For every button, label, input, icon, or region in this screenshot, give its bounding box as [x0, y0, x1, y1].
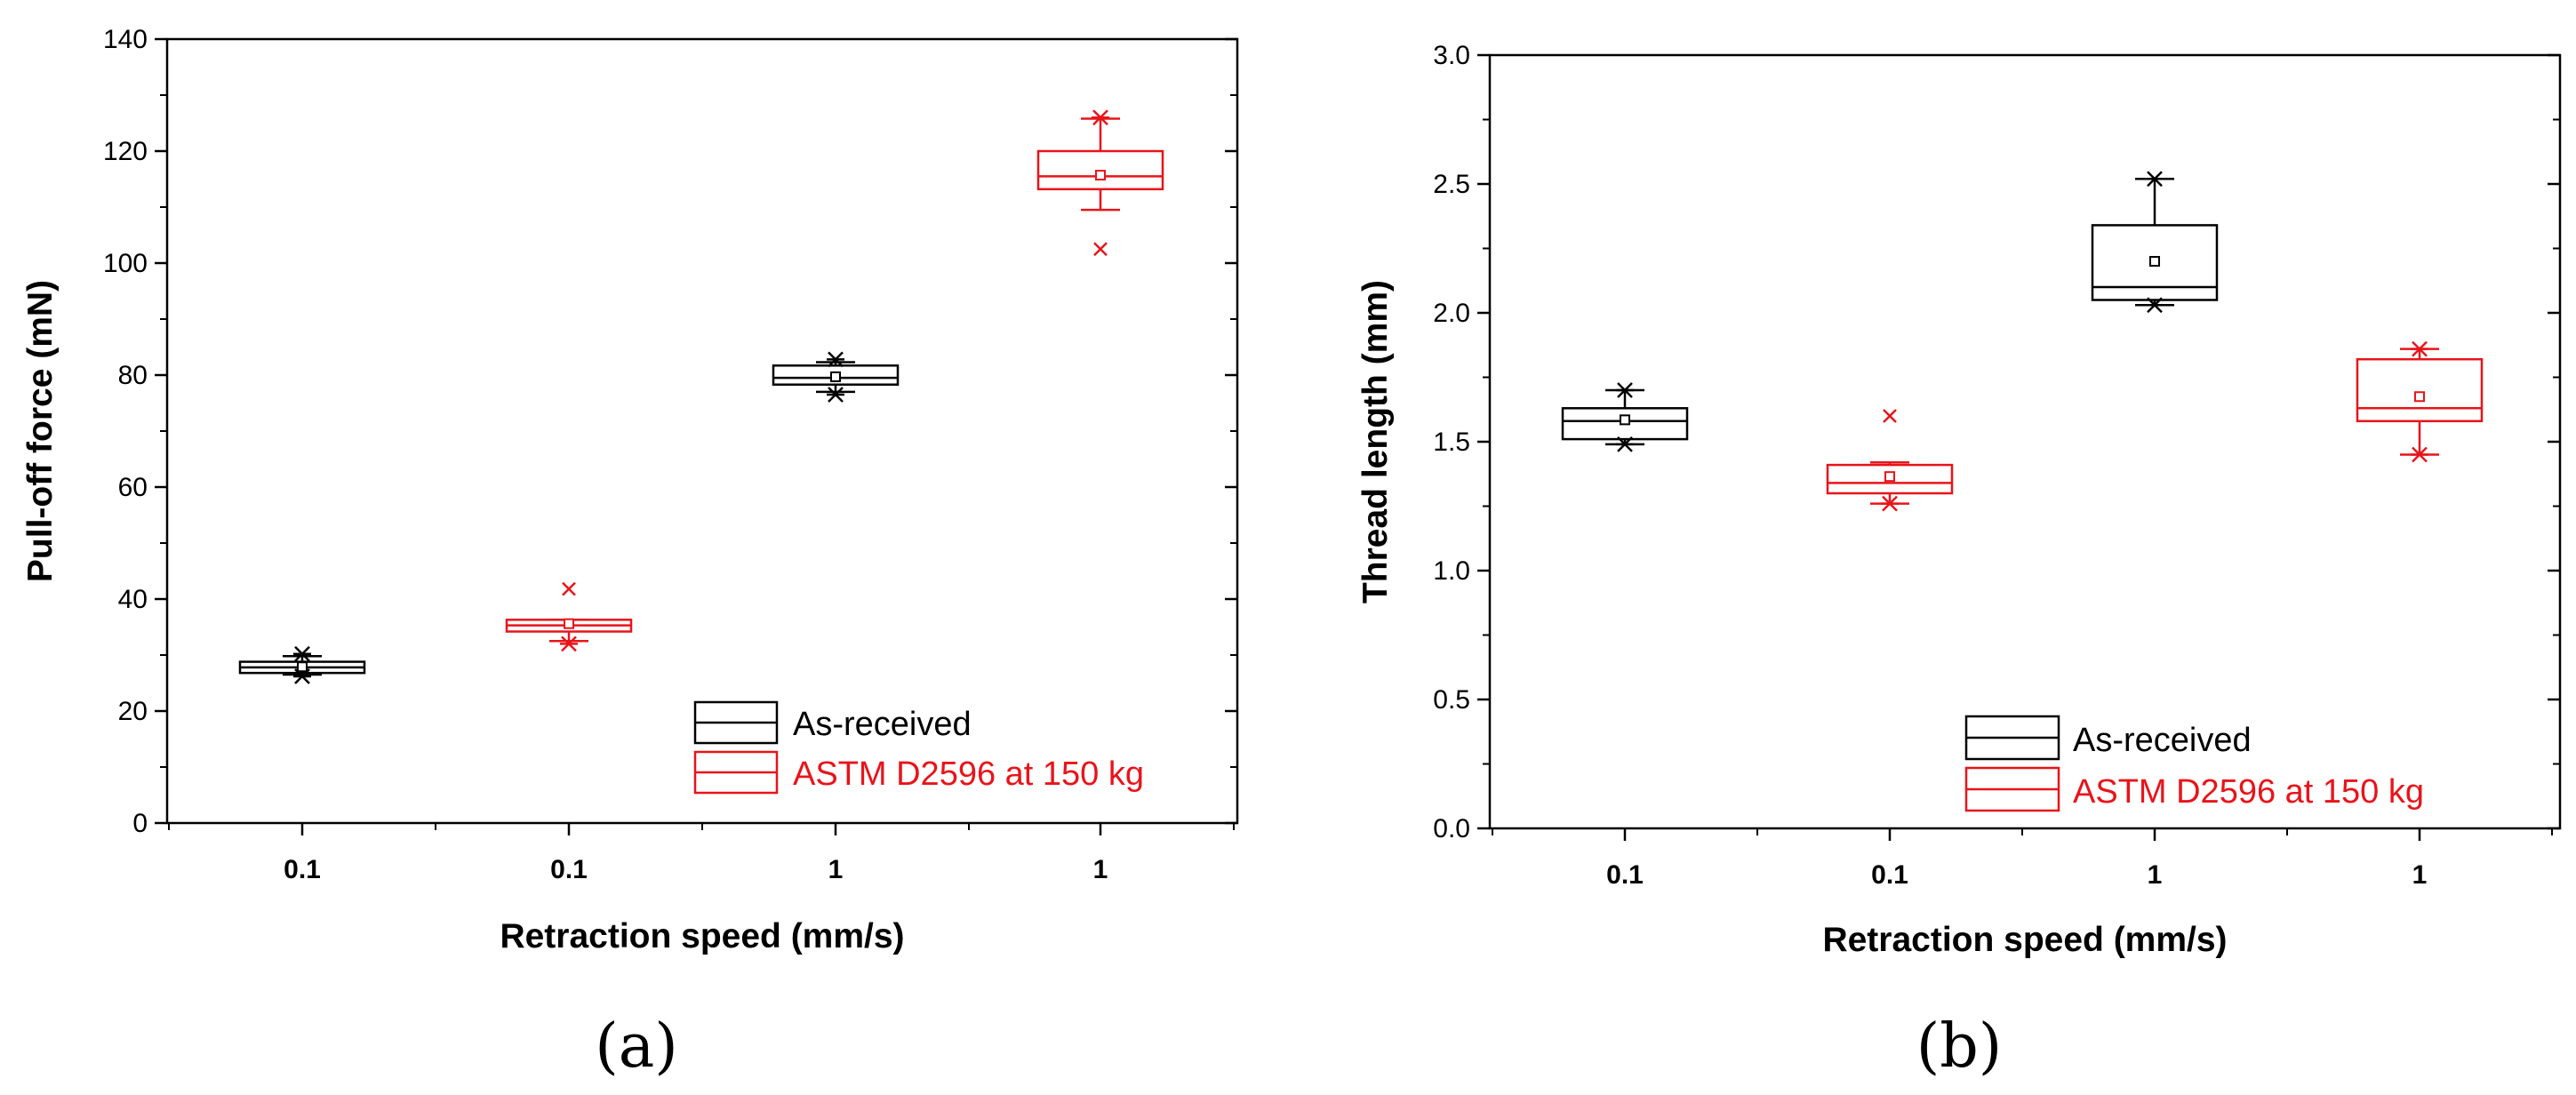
x-tick-label: 1 — [1093, 855, 1108, 884]
star-stroke — [1882, 495, 1898, 512]
chart-panel-b: 0.0 0.5 1.0 1.5 2.0 2.5 3.0 0.1 0.1 1 1 As-received… — [1356, 41, 2562, 1082]
legend-label: As-received — [2073, 722, 2252, 759]
extreme-star-marker — [293, 668, 311, 684]
box-astm — [1036, 109, 1164, 257]
legend: As-received ASTM D2596 at 150 kg — [1964, 715, 2424, 812]
star-stroke — [2147, 171, 2163, 188]
mean-marker — [1620, 414, 1630, 426]
extreme-star-marker — [1616, 382, 1634, 398]
x-tick-label: 0.1 — [550, 855, 588, 884]
box-iqr — [2091, 224, 2219, 301]
y-tick-label: 0.5 — [1433, 685, 1470, 715]
y-tick-label: 2.5 — [1433, 170, 1470, 199]
plot-frame — [165, 37, 1239, 825]
box-as_received — [2091, 171, 2219, 314]
extreme-star-marker — [2411, 340, 2428, 357]
legend-label: As-received — [793, 706, 972, 743]
extreme-star-marker — [1881, 495, 1899, 512]
star-stroke — [561, 635, 577, 652]
x-tick-label: 0.1 — [1871, 860, 1908, 890]
mean-marker — [2414, 391, 2425, 403]
mean-marker — [297, 661, 308, 673]
box-as_received — [1561, 382, 1689, 452]
y-tick-label: 1.0 — [1433, 556, 1470, 586]
y-tick-label: 0 — [132, 809, 148, 838]
star-stroke — [828, 351, 844, 368]
outlier-marker — [1093, 242, 1108, 257]
box-as_received — [238, 645, 366, 684]
extreme-star-marker — [827, 387, 844, 403]
mean-marker — [1095, 170, 1106, 181]
mean-marker — [830, 371, 841, 382]
extreme-star-marker — [293, 645, 311, 662]
extreme-star-marker — [1092, 109, 1109, 126]
box-astm — [505, 581, 633, 652]
box-iqr — [1036, 149, 1164, 191]
box-astm — [2356, 340, 2484, 463]
panel-label: (a) — [595, 1011, 678, 1082]
mean-marker — [564, 618, 574, 629]
plot-frame — [1488, 53, 2562, 830]
x-tick-label: 1 — [828, 855, 844, 884]
y-axis-title: Pull-off force (mN) — [21, 280, 60, 582]
x-axis-title: Retraction speed (mm/s) — [500, 917, 904, 955]
star-stroke — [1092, 109, 1108, 126]
star-stroke — [294, 645, 310, 662]
extreme-star-marker — [1616, 436, 1634, 452]
y-tick-label: 1.5 — [1433, 428, 1470, 457]
outlier-marker — [562, 581, 576, 596]
star-stroke — [828, 387, 844, 403]
x-tick-label: 1 — [2148, 860, 2163, 890]
outlier-marker — [1883, 409, 1897, 423]
extreme-star-marker — [827, 351, 844, 368]
star-stroke — [2147, 297, 2163, 314]
y-tick-label: 40 — [118, 585, 148, 614]
chart-panel-a: 0 20 40 60 80 100 120 140 0.1 0.1 1 1 As-received AST… — [21, 25, 1239, 1082]
y-tick-label: 140 — [103, 25, 148, 54]
star-stroke — [2412, 340, 2428, 357]
y-tick-label: 3.0 — [1433, 41, 1470, 70]
legend-label: ASTM D2596 at 150 kg — [2073, 773, 2424, 811]
x-stroke — [1883, 409, 1897, 423]
box-as_received — [772, 351, 900, 403]
extreme-star-marker — [2146, 297, 2164, 314]
extreme-star-marker — [2146, 171, 2164, 188]
box-iqr — [1561, 407, 1689, 441]
box-iqr — [2356, 357, 2484, 423]
star-stroke — [2412, 446, 2428, 463]
x-axis-title: Retraction speed (mm/s) — [1822, 921, 2227, 959]
mean-marker — [2149, 256, 2160, 267]
y-tick-label: 60 — [118, 473, 148, 502]
mean-marker — [1884, 471, 1895, 483]
star-stroke — [1617, 382, 1633, 398]
x-tick-label: 1 — [2412, 860, 2428, 890]
y-tick-label: 0.0 — [1433, 814, 1470, 843]
extreme-star-marker — [2411, 446, 2428, 463]
box-iqr — [772, 364, 900, 386]
legend: As-received ASTM D2596 at 150 kg — [693, 700, 1144, 795]
y-tick-label: 100 — [103, 249, 148, 278]
box-iqr — [1826, 463, 1954, 495]
x-tick-label: 0.1 — [284, 855, 321, 884]
x-stroke — [562, 581, 576, 596]
x-tick-label: 0.1 — [1606, 860, 1644, 890]
y-tick-label: 2.0 — [1433, 299, 1470, 328]
y-tick-label: 80 — [118, 361, 148, 390]
legend-label: ASTM D2596 at 150 kg — [793, 755, 1144, 793]
box-astm — [1826, 409, 1954, 512]
extreme-star-marker — [560, 635, 578, 652]
star-stroke — [294, 668, 310, 684]
y-axis-title: Thread length (mm) — [1356, 280, 1395, 603]
y-tick-label: 20 — [118, 697, 148, 726]
x-stroke — [1093, 242, 1108, 257]
panel-label: (b) — [1916, 1011, 2003, 1082]
star-stroke — [1617, 436, 1633, 452]
y-tick-label: 120 — [103, 137, 148, 166]
